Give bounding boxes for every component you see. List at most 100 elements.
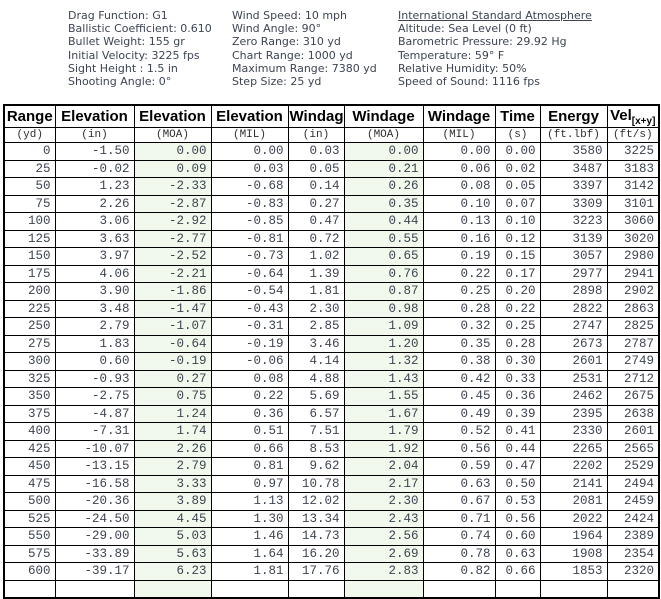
table-cell: 3057	[539, 247, 608, 266]
table-cell: 5.63	[133, 544, 212, 563]
table-cell: 3.06	[54, 212, 135, 231]
column-unit: (MOA)	[133, 127, 212, 143]
table-cell: 0.22	[494, 299, 541, 318]
table-cell: 7.51	[287, 422, 345, 441]
table-cell: -0.93	[54, 369, 135, 388]
table-cell: 0.22	[210, 387, 289, 406]
info-line: Step Size: 25 yd	[232, 74, 322, 88]
table-cell: -2.92	[133, 212, 212, 231]
table-cell: 0.35	[422, 334, 496, 353]
table-cell: 4.14	[287, 352, 345, 371]
table-cell: 2202	[539, 457, 608, 476]
table-cell: 1.30	[210, 509, 289, 528]
column-header: Windage	[343, 104, 424, 128]
table-cell: 2459	[606, 492, 660, 511]
table-cell: -2.75	[54, 387, 135, 406]
table-cell: 0.60	[494, 527, 541, 546]
table-cell	[539, 579, 608, 599]
table-cell: 2749	[606, 352, 660, 371]
table-cell: 600	[3, 562, 56, 581]
table-cell: 0.66	[210, 439, 289, 458]
column-unit: (ft/s)	[606, 127, 660, 143]
table-cell: 2673	[539, 334, 608, 353]
table-cell: 0.08	[210, 369, 289, 388]
table-cell: 275	[3, 334, 56, 353]
column-unit: (MIL)	[210, 127, 289, 143]
table-cell: 6.23	[133, 562, 212, 581]
table-cell: 0.50	[494, 474, 541, 493]
table-cell: 2822	[539, 299, 608, 318]
table-cell: 1.09	[343, 317, 424, 336]
table-cell: 0.47	[287, 212, 345, 231]
table-cell: 3183	[606, 159, 660, 178]
table-cell: 2330	[539, 422, 608, 441]
table-cell: 0.03	[287, 142, 345, 161]
table-cell: -2.77	[133, 229, 212, 248]
table-cell: 0.39	[494, 404, 541, 423]
table-cell: 2354	[606, 544, 660, 563]
table-cell: 2395	[539, 404, 608, 423]
table-cell: 0.97	[210, 474, 289, 493]
table-cell: 0.17	[494, 264, 541, 283]
table-cell: 1.39	[287, 264, 345, 283]
column-header: Energy	[539, 104, 608, 128]
table-cell: 0.25	[422, 282, 496, 301]
table-cell: 0.71	[422, 509, 496, 528]
column-header: Elevation	[133, 104, 212, 128]
table-cell: 0.47	[494, 457, 541, 476]
info-line: Shooting Angle: 0°	[68, 74, 172, 88]
table-cell: 0.21	[343, 159, 424, 178]
table-cell: -16.58	[54, 474, 135, 493]
column-header-subscript: [x+y]	[631, 115, 656, 127]
table-cell: 8.53	[287, 439, 345, 458]
table-cell: 1.92	[343, 439, 424, 458]
table-cell: -0.02	[54, 159, 135, 178]
table-cell: 0.45	[422, 387, 496, 406]
table-cell	[422, 579, 496, 599]
table-cell: 100	[3, 212, 56, 231]
table-cell: 12.02	[287, 492, 345, 511]
table-cell: 0.74	[422, 527, 496, 546]
table-cell: -0.31	[210, 317, 289, 336]
table-cell: -0.43	[210, 299, 289, 318]
table-cell: 3.89	[133, 492, 212, 511]
table-cell: 0.30	[494, 352, 541, 371]
column-header: Time	[494, 104, 541, 128]
column-header: Range	[3, 104, 56, 128]
info-line: Zero Range: 310 yd	[232, 35, 341, 49]
table-cell: 2712	[606, 369, 660, 388]
table-cell: 14.73	[287, 527, 345, 546]
atmosphere-lines: Altitude: Sea Level (0 ft) Barometric Pre…	[398, 22, 592, 88]
table-cell: 0.27	[133, 369, 212, 388]
table-cell: 2531	[539, 369, 608, 388]
table-cell: 3060	[606, 212, 660, 231]
table-row: 525 -24.50 4.45 1.30 13.34 2.43 0.71 0.56 2022 24…	[3, 509, 660, 528]
table-cell: 1.81	[287, 282, 345, 301]
table-cell: -1.50	[54, 142, 135, 161]
table-row: 0 -1.50 0.00 0.00 0.03 0.00 0.00 0.00 3580 3225	[3, 142, 660, 161]
table-cell: -0.81	[210, 229, 289, 248]
table-cell	[606, 579, 660, 599]
table-cell: 0.65	[343, 247, 424, 266]
table-cell: 2389	[606, 527, 660, 546]
table-cell: 0.28	[494, 334, 541, 353]
table-cell: 2601	[606, 422, 660, 441]
table-cell: 16.20	[287, 544, 345, 563]
table-cell: 0.82	[422, 562, 496, 581]
table-cell: 2898	[539, 282, 608, 301]
table-cell: 2141	[539, 474, 608, 493]
info-line: Speed of Sound: 1116 fps	[398, 74, 540, 88]
table-cell: 17.76	[287, 562, 345, 581]
table-cell: -2.21	[133, 264, 212, 283]
column-unit: (ft.lbf)	[539, 127, 608, 143]
table-cell: 2494	[606, 474, 660, 493]
column-unit: (MOA)	[343, 127, 424, 143]
table-cell: 1.81	[210, 562, 289, 581]
table-cell: 0.02	[494, 159, 541, 178]
table-cell: 4.45	[133, 509, 212, 528]
table-cell	[343, 579, 424, 599]
table-cell: 0.75	[133, 387, 212, 406]
table-cell: 0.36	[494, 387, 541, 406]
table-cell: 1.02	[287, 247, 345, 266]
table-cell: 0.00	[494, 142, 541, 161]
